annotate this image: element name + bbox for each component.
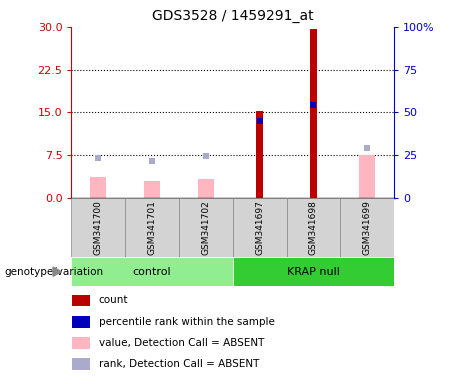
- Bar: [90, 177, 106, 198]
- Text: GSM341698: GSM341698: [309, 200, 318, 255]
- Bar: [198, 179, 214, 198]
- Text: GSM341699: GSM341699: [363, 200, 372, 255]
- Text: rank, Detection Call = ABSENT: rank, Detection Call = ABSENT: [99, 359, 259, 369]
- Bar: [310, 28, 317, 198]
- Bar: [233, 257, 394, 286]
- Bar: [144, 181, 160, 198]
- Title: GDS3528 / 1459291_at: GDS3528 / 1459291_at: [152, 9, 313, 23]
- Text: KRAP null: KRAP null: [287, 266, 340, 277]
- Bar: [233, 198, 287, 257]
- Text: GSM341702: GSM341702: [201, 200, 210, 255]
- Text: GSM341700: GSM341700: [94, 200, 103, 255]
- Bar: [125, 198, 179, 257]
- Text: percentile rank within the sample: percentile rank within the sample: [99, 316, 275, 327]
- Bar: [72, 358, 90, 370]
- Bar: [71, 198, 125, 257]
- Bar: [287, 198, 340, 257]
- Bar: [71, 257, 233, 286]
- Bar: [72, 316, 90, 328]
- Text: control: control: [133, 266, 171, 277]
- Bar: [72, 295, 90, 306]
- Text: value, Detection Call = ABSENT: value, Detection Call = ABSENT: [99, 338, 264, 348]
- Bar: [340, 198, 394, 257]
- Text: GSM341701: GSM341701: [148, 200, 157, 255]
- Text: GSM341697: GSM341697: [255, 200, 264, 255]
- Bar: [256, 111, 263, 198]
- Text: genotype/variation: genotype/variation: [5, 266, 104, 277]
- Bar: [72, 337, 90, 349]
- Bar: [179, 198, 233, 257]
- Text: count: count: [99, 295, 128, 306]
- Bar: [359, 155, 375, 198]
